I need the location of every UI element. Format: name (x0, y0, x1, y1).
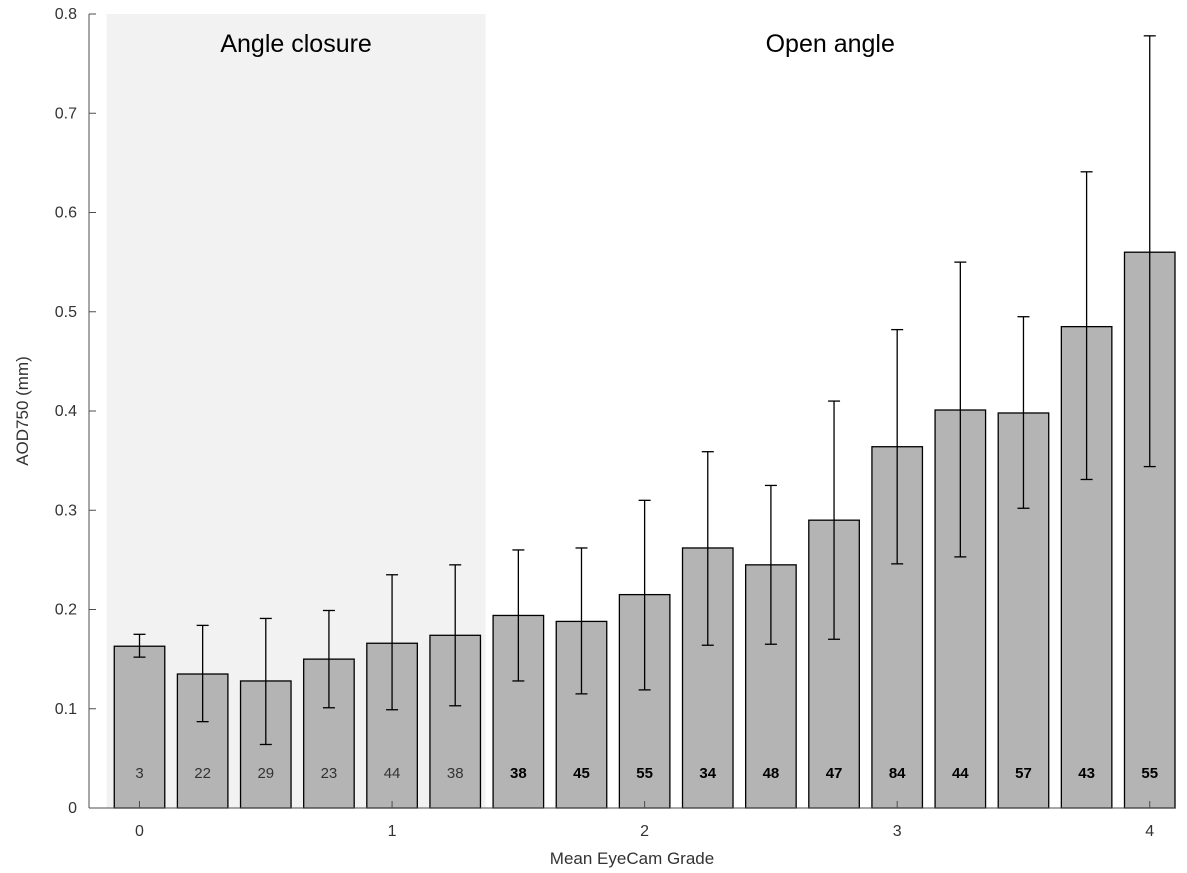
region-label-1: Open angle (766, 30, 895, 58)
y-tick-label-7: 0.7 (55, 105, 77, 122)
bar-count-label-0: 3 (135, 765, 143, 782)
bar-count-label-12: 84 (889, 765, 906, 782)
bar-count-label-7: 45 (573, 765, 590, 782)
y-tick-label-3: 0.3 (55, 502, 77, 519)
y-tick-label-2: 0.2 (55, 602, 77, 619)
x-axis-label: Mean EyeCam Grade (550, 849, 714, 868)
region-layer: Angle closure Open angle (106, 14, 895, 808)
bar-count-label-6: 38 (510, 765, 527, 782)
bar-count-label-2: 29 (257, 765, 274, 782)
y-axis-label: AOD750 (mm) (13, 356, 32, 466)
y-tick-label-0: 0 (68, 800, 77, 817)
bar-count-label-16: 55 (1141, 765, 1158, 782)
x-tick-label-1: 1 (388, 823, 397, 840)
bar-count-label-15: 43 (1078, 765, 1095, 782)
y-tick-label-1: 0.1 (55, 701, 77, 718)
region-label-0: Angle closure (220, 30, 371, 58)
bar-count-label-3: 23 (321, 765, 338, 782)
y-tick-label-8: 0.8 (55, 6, 77, 23)
bar-count-label-10: 48 (763, 765, 780, 782)
y-tick-label-4: 0.4 (55, 403, 77, 420)
bar-count-label-8: 55 (636, 765, 653, 782)
x-tick-label-4: 4 (1145, 823, 1154, 840)
bar-count-label-11: 47 (826, 765, 843, 782)
x-tick-label-3: 3 (893, 823, 902, 840)
region-shade-0 (106, 14, 486, 808)
x-tick-label-0: 0 (135, 823, 144, 840)
bar-count-label-4: 44 (384, 765, 401, 782)
axis-layer: 00.10.20.30.40.50.60.70.80 1 2 3 4 (55, 6, 1175, 840)
bar-count-label-5: 38 (447, 765, 464, 782)
x-tick-label-2: 2 (640, 823, 649, 840)
bar-count-label-9: 34 (699, 765, 716, 782)
bar-count-label-14: 57 (1015, 765, 1032, 782)
y-tick-label-6: 0.6 (55, 205, 77, 222)
bar-count-label-13: 44 (952, 765, 969, 782)
bar-0 (113, 645, 166, 809)
bar-count-label-1: 22 (194, 765, 211, 782)
y-tick-label-5: 0.5 (55, 304, 77, 321)
